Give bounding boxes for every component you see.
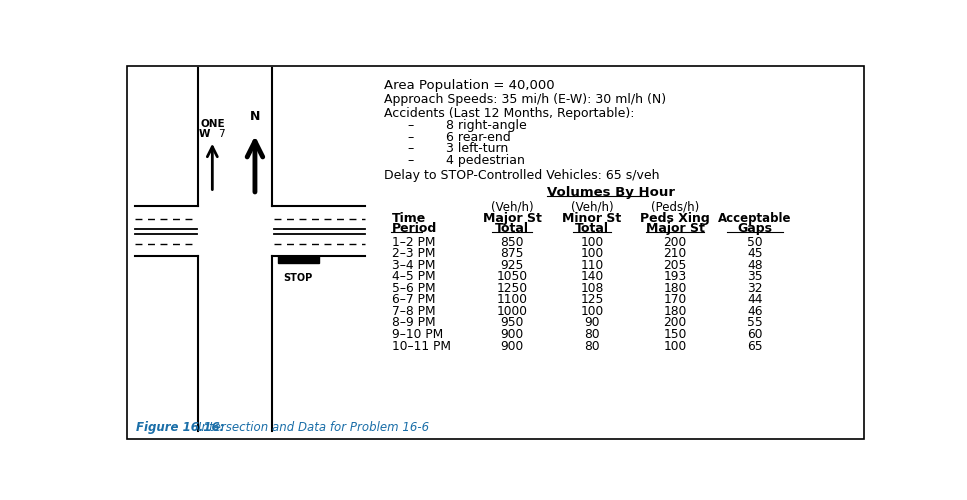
Text: 180: 180 (663, 305, 687, 318)
Text: 44: 44 (747, 294, 763, 306)
Text: 80: 80 (584, 328, 600, 341)
Text: 110: 110 (580, 258, 603, 272)
Text: 55: 55 (747, 316, 763, 330)
Text: 60: 60 (747, 328, 763, 341)
Text: Area Population = 40,000: Area Population = 40,000 (384, 79, 555, 92)
Text: 6 rear-end: 6 rear-end (447, 131, 512, 144)
Text: Figure 16.16:: Figure 16.16: (136, 421, 224, 434)
Text: 9–10 PM: 9–10 PM (393, 328, 444, 341)
Text: –: – (408, 142, 414, 156)
Text: 46: 46 (747, 305, 763, 318)
Text: 10–11 PM: 10–11 PM (393, 340, 452, 352)
Text: 140: 140 (580, 270, 603, 283)
Text: Total: Total (575, 222, 609, 234)
Text: 80: 80 (584, 340, 600, 352)
Text: 7–8 PM: 7–8 PM (393, 305, 436, 318)
Text: 2–3 PM: 2–3 PM (393, 247, 435, 260)
Bar (134, 68, 198, 206)
Text: STOP: STOP (283, 274, 313, 283)
Text: 8 right-angle: 8 right-angle (447, 120, 527, 132)
Text: (Peds/h): (Peds/h) (651, 201, 699, 214)
Text: 900: 900 (501, 340, 524, 352)
Text: 35: 35 (747, 270, 763, 283)
Text: 180: 180 (663, 282, 687, 295)
Text: 1000: 1000 (497, 305, 528, 318)
Bar (278, 256, 318, 262)
Text: 8–9 PM: 8–9 PM (393, 316, 436, 330)
Text: 170: 170 (663, 294, 687, 306)
Text: 210: 210 (663, 247, 687, 260)
Text: –: – (408, 154, 414, 167)
Text: 193: 193 (663, 270, 687, 283)
Text: 1250: 1250 (497, 282, 528, 295)
Text: 4 pedestrian: 4 pedestrian (447, 154, 525, 167)
Text: N: N (249, 110, 260, 123)
Text: 3–4 PM: 3–4 PM (393, 258, 435, 272)
Text: Total: Total (495, 222, 529, 234)
Text: 45: 45 (747, 247, 763, 260)
Text: 65: 65 (747, 340, 763, 352)
Text: –: – (408, 120, 414, 132)
Text: 6–7 PM: 6–7 PM (393, 294, 435, 306)
Bar (134, 256, 198, 431)
Text: Gaps: Gaps (737, 222, 773, 234)
Text: Delay to STOP-Controlled Vehicles: 65 s/veh: Delay to STOP-Controlled Vehicles: 65 s/… (384, 168, 659, 181)
Text: 200: 200 (663, 236, 687, 248)
Text: 48: 48 (747, 258, 763, 272)
Text: 150: 150 (663, 328, 687, 341)
Bar (272, 68, 365, 206)
Text: 205: 205 (663, 258, 687, 272)
Text: Time: Time (393, 212, 426, 224)
Text: Acceptable: Acceptable (718, 212, 792, 224)
Text: 950: 950 (501, 316, 524, 330)
Text: 900: 900 (501, 328, 524, 341)
Text: 100: 100 (580, 305, 603, 318)
Text: 3 left-turn: 3 left-turn (447, 142, 509, 156)
Text: Volumes By Hour: Volumes By Hour (547, 186, 675, 198)
Text: 875: 875 (501, 247, 524, 260)
Text: 100: 100 (580, 236, 603, 248)
Text: 4–5 PM: 4–5 PM (393, 270, 436, 283)
Text: Major St: Major St (646, 222, 704, 234)
Text: (Veh/h): (Veh/h) (491, 201, 534, 214)
Text: Peds Xing: Peds Xing (640, 212, 710, 224)
Text: Major St: Major St (483, 212, 542, 224)
Text: Period: Period (393, 222, 437, 234)
Text: 100: 100 (580, 247, 603, 260)
Text: 200: 200 (663, 316, 687, 330)
Text: Approach Speeds: 35 mi/h (E-W): 30 ml/h (N): Approach Speeds: 35 mi/h (E-W): 30 ml/h … (384, 93, 666, 106)
Text: W: W (199, 128, 211, 138)
Text: Intersection and Data for Problem 16-6: Intersection and Data for Problem 16-6 (198, 421, 429, 434)
Text: 850: 850 (501, 236, 524, 248)
Text: (Veh/h): (Veh/h) (571, 201, 613, 214)
Bar (272, 256, 365, 431)
Text: 50: 50 (747, 236, 763, 248)
Text: 5–6 PM: 5–6 PM (393, 282, 436, 295)
Text: –: – (408, 131, 414, 144)
Text: Minor St: Minor St (563, 212, 622, 224)
Text: 1–2 PM: 1–2 PM (393, 236, 435, 248)
Text: 100: 100 (663, 340, 687, 352)
Text: 7: 7 (219, 128, 225, 138)
Text: 108: 108 (580, 282, 603, 295)
Text: 32: 32 (747, 282, 763, 295)
Text: 1050: 1050 (497, 270, 528, 283)
Text: Accidents (Last 12 Months, Reportable):: Accidents (Last 12 Months, Reportable): (384, 107, 635, 120)
Text: ONE: ONE (200, 120, 224, 130)
Text: 90: 90 (584, 316, 600, 330)
Text: 1100: 1100 (497, 294, 528, 306)
Text: 925: 925 (501, 258, 524, 272)
Text: 125: 125 (580, 294, 603, 306)
